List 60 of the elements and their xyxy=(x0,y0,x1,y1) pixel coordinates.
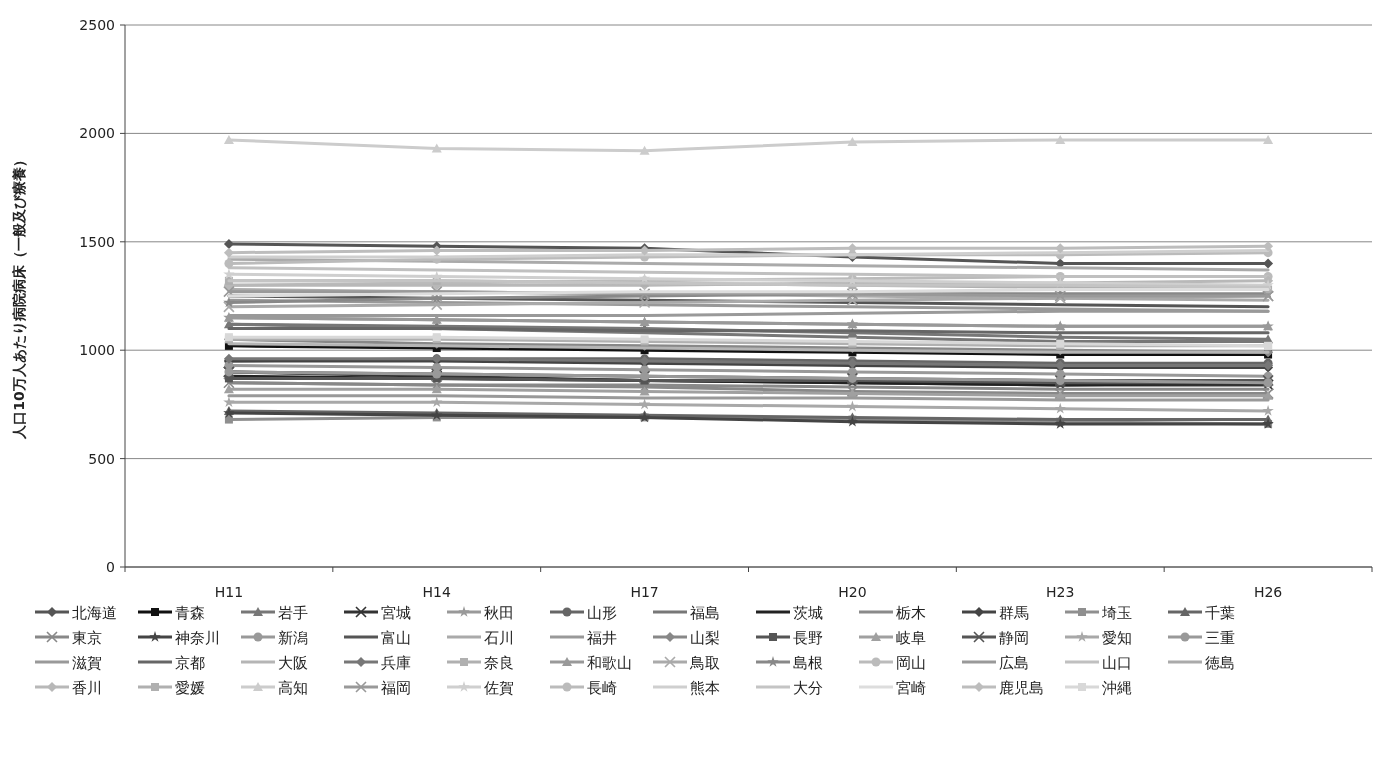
x-tick-label: H26 xyxy=(1253,584,1283,600)
legend-label: 栃木 xyxy=(896,604,926,622)
legend-label: 長崎 xyxy=(587,679,617,697)
legend-label: 香川 xyxy=(72,679,102,697)
y-tick-label: 2000 xyxy=(79,125,115,142)
legend-label: 岩手 xyxy=(278,604,308,622)
legend-label: 大分 xyxy=(793,679,823,697)
legend-label: 奈良 xyxy=(484,654,514,672)
legend-label: 和歌山 xyxy=(587,654,632,672)
legend-label: 秋田 xyxy=(484,604,514,622)
legend-label: 石川 xyxy=(484,629,514,647)
legend-label: 埼玉 xyxy=(1101,604,1132,622)
legend-label: 岐阜 xyxy=(896,629,926,647)
legend-label: 徳島 xyxy=(1205,654,1235,672)
legend-label: 北海道 xyxy=(72,604,117,622)
y-axis-title: 人口10万人あたり病院病床（一般及び療養） xyxy=(11,153,27,440)
legend-label: 福井 xyxy=(587,629,617,647)
legend-label: 富山 xyxy=(381,629,411,647)
y-tick-label: 1500 xyxy=(79,233,115,250)
legend-label: 鳥取 xyxy=(689,654,720,672)
legend-label: 鹿児島 xyxy=(999,679,1044,697)
x-tick-label: H17 xyxy=(630,584,659,600)
legend-label: 宮城 xyxy=(381,604,411,622)
x-tick-label: H23 xyxy=(1046,584,1075,600)
legend-label: 高知 xyxy=(278,679,308,697)
legend-label: 三重 xyxy=(1205,629,1235,647)
legend-label: 島根 xyxy=(793,654,823,672)
legend-label: 青森 xyxy=(175,604,205,622)
legend-label: 東京 xyxy=(72,629,102,647)
legend-label: 大阪 xyxy=(278,654,308,672)
legend-label: 広島 xyxy=(999,654,1029,672)
legend-label: 新潟 xyxy=(278,629,308,647)
legend-label: 山梨 xyxy=(690,629,720,647)
legend-label: 滋賀 xyxy=(72,654,102,672)
y-tick-label: 500 xyxy=(88,450,115,467)
legend-label: 福岡 xyxy=(381,679,411,697)
legend-label: 山形 xyxy=(587,604,617,622)
legend-label: 宮崎 xyxy=(896,679,926,697)
legend-label: 岡山 xyxy=(896,654,926,672)
x-tick-label: H20 xyxy=(838,584,867,600)
legend-label: 山口 xyxy=(1102,654,1132,672)
legend-label: 京都 xyxy=(175,654,205,672)
legend-label: 長野 xyxy=(793,629,823,647)
legend-label: 佐賀 xyxy=(484,679,514,697)
legend-label: 熊本 xyxy=(690,679,720,697)
y-tick-label: 0 xyxy=(106,559,115,575)
x-tick-label: H14 xyxy=(422,584,452,600)
legend-label: 兵庫 xyxy=(381,654,411,672)
x-tick-label: H11 xyxy=(214,584,244,600)
legend-label: 愛知 xyxy=(1102,629,1132,647)
legend-label: 神奈川 xyxy=(175,629,220,647)
y-tick-label: 2500 xyxy=(79,17,115,33)
legend-label: 沖縄 xyxy=(1102,679,1132,697)
legend-label: 千葉 xyxy=(1205,604,1235,622)
y-tick-label: 1000 xyxy=(79,342,115,359)
legend-label: 群馬 xyxy=(999,604,1029,622)
legend-label: 愛媛 xyxy=(175,679,205,697)
legend-label: 福島 xyxy=(690,604,720,622)
legend-label: 茨城 xyxy=(793,604,823,622)
legend-label: 静岡 xyxy=(999,629,1029,647)
